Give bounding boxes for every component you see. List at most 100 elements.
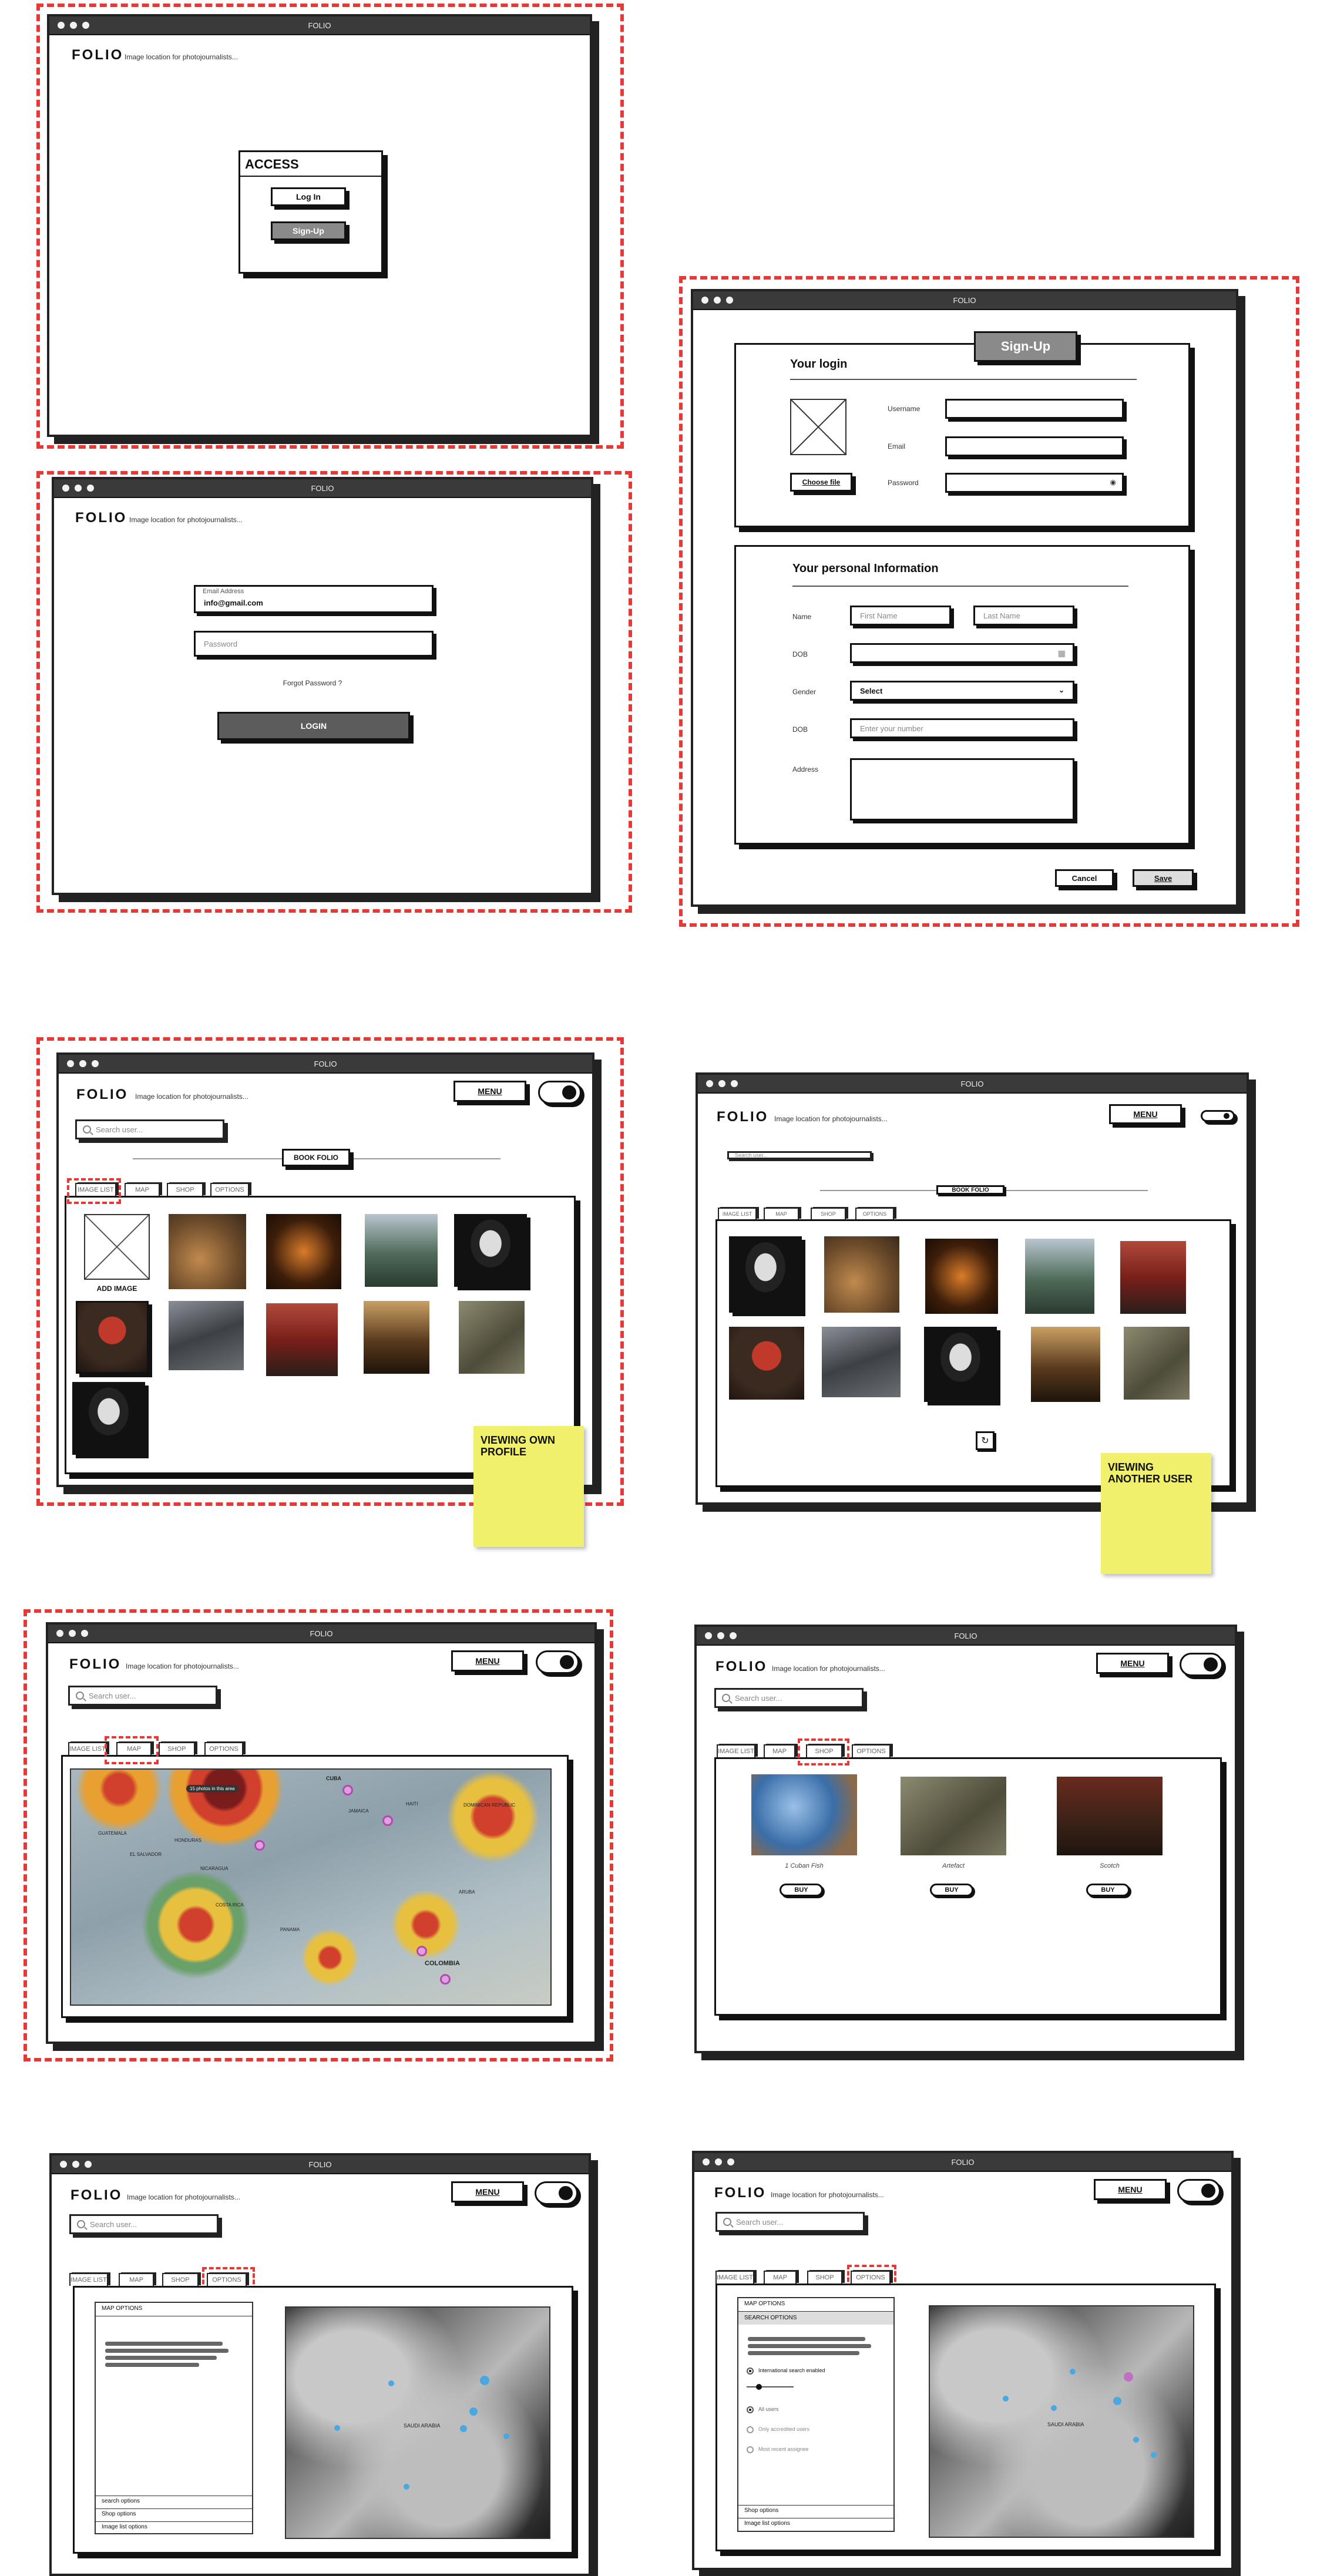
forgot-password-link[interactable]: Forgot Password ?: [283, 679, 342, 687]
eye-icon[interactable]: ◉: [1110, 478, 1116, 486]
map-pin[interactable]: [503, 2433, 509, 2439]
map-pin[interactable]: [388, 2380, 394, 2386]
signup-email-field[interactable]: [945, 436, 1124, 456]
window-controls[interactable]: [56, 1630, 88, 1637]
photo-artefact[interactable]: [1124, 1327, 1190, 1400]
tab-shop[interactable]: SHOP: [167, 1183, 203, 1196]
photo-portrait[interactable]: [729, 1236, 802, 1313]
menu-button[interactable]: MENU: [451, 1650, 524, 1672]
last-name-field[interactable]: Last Name: [973, 606, 1074, 625]
menu-button[interactable]: MENU: [1096, 1653, 1169, 1674]
heatmap[interactable]: 15 photos in this area CUBA JAMAICA HAIT…: [70, 1768, 552, 2006]
address-textarea[interactable]: [850, 758, 1074, 820]
search-input[interactable]: Search user...: [68, 1686, 217, 1706]
tab-options[interactable]: OPTIONS: [855, 1208, 894, 1219]
map-pin[interactable]: [382, 1815, 393, 1826]
signup-password-field[interactable]: ◉: [945, 473, 1124, 493]
search-input[interactable]: Search user...: [69, 2214, 219, 2234]
add-image-placeholder[interactable]: [84, 1214, 150, 1280]
window-controls[interactable]: [62, 485, 94, 492]
calendar-icon[interactable]: ▦: [1057, 648, 1066, 658]
window-controls[interactable]: [701, 297, 733, 304]
map-options-header[interactable]: MAP OPTIONS: [744, 2301, 785, 2307]
email-field[interactable]: Email Address info@gmail.com: [194, 585, 434, 613]
phone-number-field[interactable]: Enter your number: [850, 718, 1074, 738]
tab-image-list[interactable]: IMAGE LIST: [717, 1744, 755, 1757]
choose-file-button[interactable]: Choose file: [790, 473, 852, 492]
options-map[interactable]: SAUDI ARABIA: [929, 2305, 1194, 2538]
photo-portrait-2[interactable]: [924, 1327, 997, 1402]
window-controls[interactable]: [60, 2161, 92, 2168]
shop-item-artefact-image[interactable]: [901, 1777, 1006, 1855]
search-input[interactable]: Search user...: [75, 1119, 224, 1139]
tab-shop[interactable]: SHOP: [811, 1208, 846, 1219]
tab-image-list[interactable]: IMAGE LIST: [69, 2273, 108, 2286]
tab-options[interactable]: OPTIONS: [210, 1183, 249, 1196]
dark-mode-toggle[interactable]: [536, 1650, 579, 1674]
tab-map[interactable]: MAP: [764, 2271, 797, 2284]
tab-options[interactable]: OPTIONS: [207, 2273, 247, 2286]
map-pin[interactable]: [1124, 2372, 1133, 2382]
tab-shop[interactable]: SHOP: [806, 1744, 842, 1757]
tab-options[interactable]: OPTIONS: [204, 1742, 243, 1755]
range-slider[interactable]: [747, 2384, 794, 2390]
map-pin[interactable]: [334, 2425, 340, 2431]
tab-options[interactable]: OPTIONS: [851, 2271, 891, 2284]
map-pin[interactable]: [460, 2425, 467, 2432]
first-name-field[interactable]: First Name: [850, 606, 951, 625]
dark-mode-toggle[interactable]: [1177, 2179, 1221, 2202]
login-button[interactable]: Log In: [271, 187, 346, 206]
image-list-options-item[interactable]: Image list options: [744, 2520, 790, 2527]
map-pin[interactable]: [1003, 2396, 1009, 2402]
map-pin[interactable]: [1133, 2437, 1139, 2443]
photo-bus[interactable]: [365, 1214, 438, 1287]
most-recent-radio[interactable]: [747, 2446, 754, 2453]
login-submit-button[interactable]: LOGIN: [217, 712, 410, 740]
options-map[interactable]: SAUDI ARABIA: [285, 2306, 550, 2539]
tab-image-list[interactable]: IMAGE LIST: [718, 1208, 757, 1219]
photo-candles[interactable]: [925, 1239, 998, 1314]
photo-candles[interactable]: [266, 1214, 341, 1289]
search-input[interactable]: Search user...: [715, 2212, 865, 2232]
search-options-item[interactable]: search options: [102, 2498, 140, 2504]
tab-map[interactable]: MAP: [125, 1183, 160, 1196]
photo-portrait-2[interactable]: [72, 1382, 145, 1455]
photo-fish[interactable]: [824, 1236, 899, 1313]
map-pin[interactable]: [1151, 2452, 1157, 2458]
window-controls[interactable]: [706, 1080, 738, 1087]
accredited-radio[interactable]: [747, 2426, 754, 2433]
window-controls[interactable]: [67, 1060, 99, 1067]
dark-mode-toggle[interactable]: [1201, 1110, 1235, 1122]
map-pin[interactable]: [254, 1840, 265, 1851]
username-field[interactable]: [945, 399, 1124, 419]
tab-shop[interactable]: SHOP: [162, 2273, 199, 2286]
photo-red-room[interactable]: [729, 1327, 804, 1400]
menu-button[interactable]: MENU: [1109, 1104, 1182, 1124]
tab-image-list[interactable]: IMAGE LIST: [68, 1742, 107, 1755]
tab-options[interactable]: OPTIONS: [852, 1744, 891, 1757]
all-users-radio[interactable]: [747, 2406, 754, 2413]
tab-image-list[interactable]: IMAGE LIST: [715, 2271, 754, 2284]
shop-item-fish-image[interactable]: [751, 1774, 857, 1855]
photo-market[interactable]: [822, 1327, 901, 1397]
signup-button[interactable]: Sign-Up: [271, 221, 346, 240]
map-pin[interactable]: [1051, 2405, 1057, 2411]
shop-options-item[interactable]: Shop options: [744, 2507, 779, 2514]
dark-mode-toggle[interactable]: [538, 1081, 582, 1104]
tab-map[interactable]: MAP: [764, 1208, 799, 1219]
photo-street[interactable]: [1031, 1327, 1100, 1402]
refresh-icon[interactable]: ↻: [976, 1431, 995, 1450]
photo-stall[interactable]: [266, 1303, 338, 1376]
search-input[interactable]: Search user...: [727, 1151, 872, 1159]
map-pin[interactable]: [469, 2407, 478, 2416]
shop-options-item[interactable]: Shop options: [102, 2511, 136, 2517]
buy-button[interactable]: BUY: [780, 1884, 823, 1896]
photo-market[interactable]: [169, 1301, 244, 1370]
window-controls[interactable]: [58, 22, 89, 29]
photo-fish[interactable]: [169, 1214, 246, 1289]
search-input[interactable]: Search user...: [714, 1688, 864, 1708]
map-pin[interactable]: [480, 2376, 489, 2385]
map-pin[interactable]: [416, 1946, 427, 1956]
menu-button[interactable]: MENU: [1094, 2179, 1167, 2200]
window-controls[interactable]: [705, 1632, 737, 1639]
